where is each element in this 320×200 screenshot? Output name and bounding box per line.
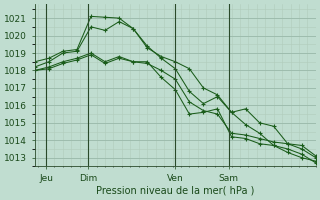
X-axis label: Pression niveau de la mer( hPa ): Pression niveau de la mer( hPa ) [96,186,254,196]
